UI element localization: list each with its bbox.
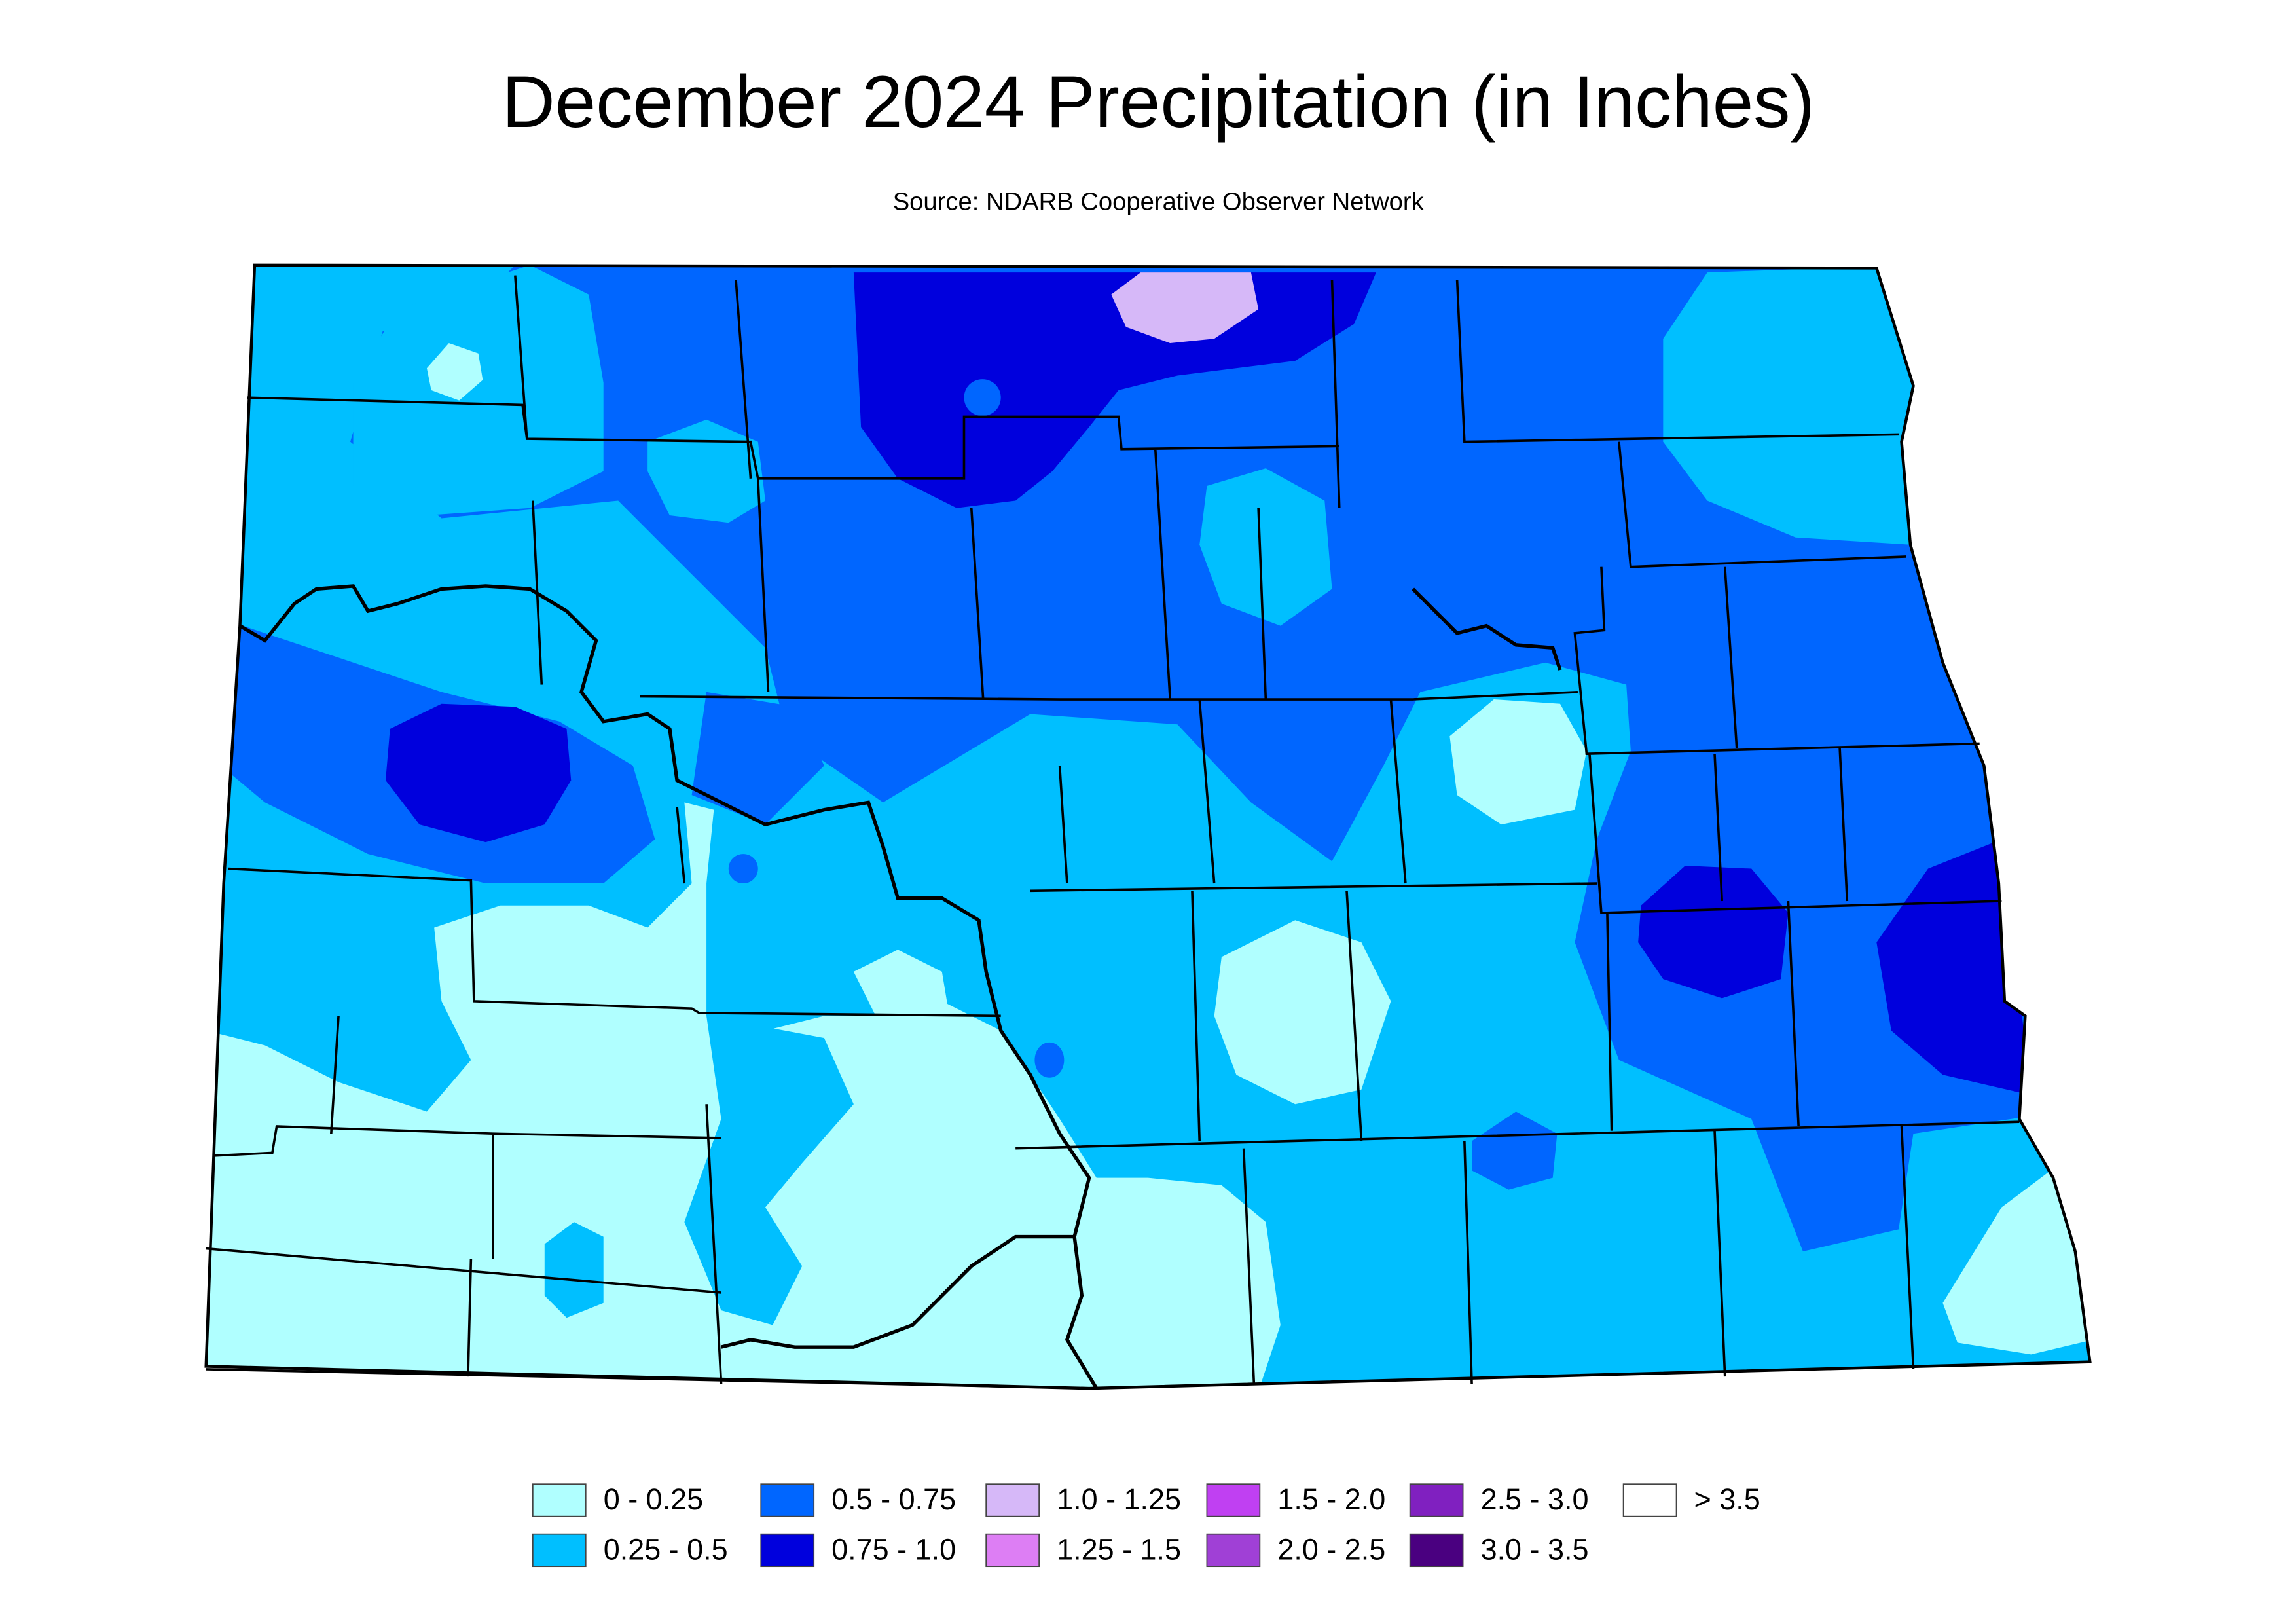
precip-region (684, 1016, 854, 1325)
legend-label: 3.0 - 3.5 (1481, 1533, 1589, 1566)
precip-region (1111, 272, 1259, 343)
precip-region (1449, 699, 1587, 825)
legend-swatch (1409, 1533, 1464, 1568)
legend-label: 0.25 - 0.5 (604, 1533, 728, 1566)
precip-region (647, 419, 765, 523)
precip-region (853, 950, 950, 1053)
legend-swatch (1622, 1483, 1677, 1517)
legend-label: 0.5 - 0.75 (831, 1483, 956, 1516)
precip-region (353, 265, 604, 516)
precip-region (1942, 1163, 2090, 1355)
legend-label: 2.5 - 3.0 (1481, 1483, 1589, 1516)
precip-region (691, 692, 824, 825)
precip-regions (206, 265, 2090, 1389)
precip-region (385, 703, 572, 843)
legend-swatch (1206, 1483, 1261, 1517)
precip-region (426, 342, 483, 401)
state-outline (204, 263, 2092, 1390)
legend-label: 1.0 - 1.25 (1057, 1483, 1181, 1516)
rivers (239, 584, 1562, 1390)
precip-region (1472, 1111, 1558, 1190)
legend-label: 0.75 - 1.0 (831, 1533, 956, 1566)
legend: 0 - 0.25 0.25 - 0.5 0.5 - 0.75 0.75 - 1.0 1.… (532, 1483, 1760, 1568)
precip-region (964, 379, 1001, 416)
legend-swatch (760, 1483, 815, 1517)
precip-region (853, 272, 1376, 508)
legend-swatch (1206, 1533, 1261, 1568)
legend-label: 2.0 - 2.5 (1277, 1533, 1385, 1566)
map-title: December 2024 Precipitation (in Inches) (502, 60, 1815, 143)
legend-label: 1.25 - 1.5 (1057, 1533, 1181, 1566)
precip-region (544, 1222, 604, 1318)
precip-region (1638, 866, 1789, 999)
legend-swatch (985, 1483, 1040, 1517)
precip-region (1663, 265, 1914, 545)
legend-label: 1.5 - 2.0 (1277, 1483, 1385, 1516)
legend-swatch (985, 1533, 1040, 1568)
precip-region (1199, 468, 1332, 626)
precip-region (1214, 920, 1391, 1105)
map-subtitle: Source: NDARB Cooperative Observer Netwo… (893, 188, 1425, 216)
legend-swatch (760, 1533, 815, 1568)
precip-region (1034, 1042, 1065, 1078)
legend-swatch (532, 1533, 587, 1568)
legend-swatch (1409, 1483, 1464, 1517)
precip-region (728, 854, 758, 884)
legend-label: > 3.5 (1694, 1483, 1760, 1516)
legend-swatch (532, 1483, 587, 1517)
legend-label: 0 - 0.25 (604, 1483, 703, 1516)
